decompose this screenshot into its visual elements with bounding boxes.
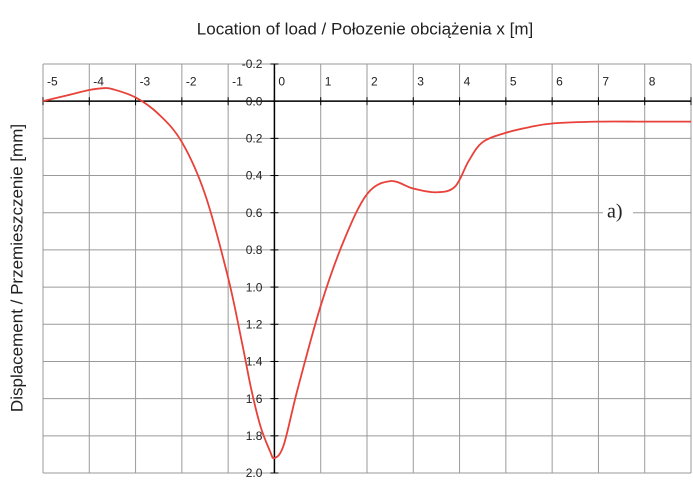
y-tick-label: 0.8	[246, 243, 263, 257]
y-tick-label: 1.0	[246, 280, 263, 294]
x-tick-label: -5	[47, 74, 58, 88]
x-tick-label: 4	[464, 74, 471, 88]
x-tick-label: 1	[325, 74, 332, 88]
x-tick-label: 3	[417, 74, 424, 88]
annotation: a)	[607, 201, 623, 223]
y-tick-label: 0.6	[246, 206, 263, 220]
chart-title: Location of load / Połozenie obciążenia …	[197, 19, 533, 38]
y-tick-label: 1.4	[246, 355, 263, 369]
y-tick-label: 1.2	[246, 317, 263, 331]
x-tick-label: -4	[93, 74, 104, 88]
x-tick-label: 5	[510, 74, 517, 88]
y-tick-label: 1.8	[246, 429, 263, 443]
y-axis-label: Displacement / Przemieszczenie [mm]	[7, 124, 26, 412]
data-line	[42, 87, 691, 460]
y-tick-label: 0.4	[246, 169, 263, 183]
x-tick-label: 7	[602, 74, 609, 88]
x-tick-label: 2	[371, 74, 378, 88]
x-tick-label: -2	[186, 74, 197, 88]
y-tick-label: -0.2	[242, 57, 263, 71]
x-tick-label: 8	[649, 74, 656, 88]
y-tick-label: 0.0	[246, 94, 263, 108]
x-tick-label: -3	[140, 74, 151, 88]
annotation-bg	[603, 200, 633, 224]
x-tick-label: -1	[232, 74, 243, 88]
y-tick-label: 2.0	[246, 466, 263, 480]
x-tick-label: 0	[278, 74, 285, 88]
x-tick-label: 6	[556, 74, 563, 88]
y-tick-label: 0.2	[246, 132, 263, 146]
